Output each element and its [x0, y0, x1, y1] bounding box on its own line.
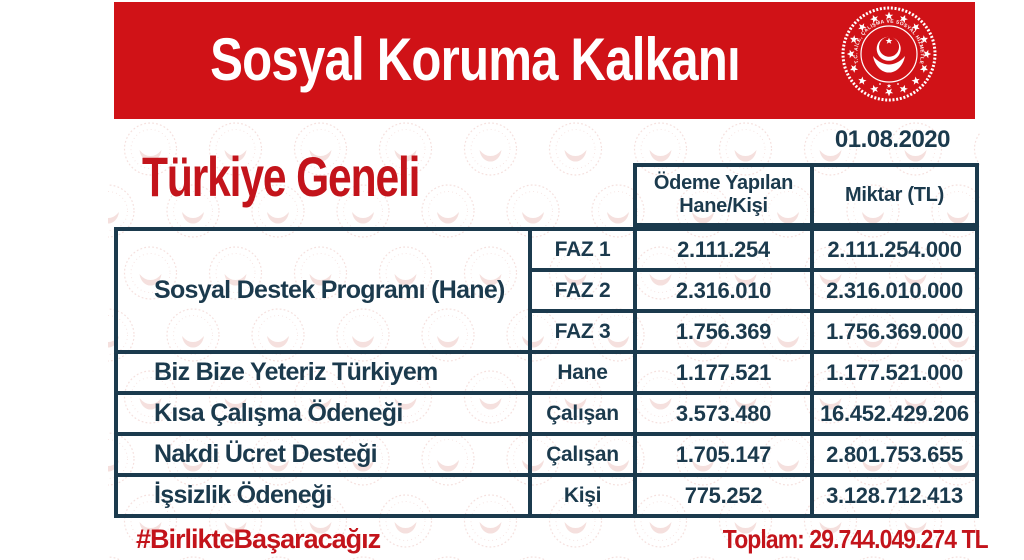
table-row: İşsizlik Ödeneği Kişi 775.252 3.128.712.… — [114, 473, 979, 518]
table-row: FAZ 2 2.316.010 2.316.010.000 — [116, 268, 979, 313]
amount-value: 1.756.369.000 — [810, 309, 979, 354]
report-date: 01.08.2020 — [834, 126, 951, 153]
row-sub-label: Çalışan — [528, 391, 637, 436]
grand-total: Toplam: 29.744.049.274 TL — [722, 524, 989, 554]
data-table: Sosyal Destek Programı (Hane) FAZ 1 2.11… — [114, 227, 979, 518]
program-name: İşsizlik Ödeneği — [114, 473, 532, 518]
row-sub-label: FAZ 2 — [528, 268, 637, 313]
campaign-hashtag: #BirlikteBaşaracağız — [136, 524, 381, 554]
table-row: FAZ 3 1.756.369 1.756.369.000 — [116, 309, 979, 354]
amount-value: 2.801.753.655 — [810, 432, 979, 477]
column-header-amount: Miktar (TL) — [810, 163, 979, 227]
program-name: Sosyal Destek Programı (Hane) — [114, 227, 532, 354]
program-name: Nakdi Ücret Desteği — [114, 432, 532, 477]
program-name: Biz Bize Yeteriz Türkiyem — [114, 350, 532, 395]
row-sub-label: Çalışan — [528, 432, 637, 477]
amount-value: 1.177.521.000 — [810, 350, 979, 395]
paid-count: 775.252 — [633, 473, 814, 518]
poster-title: Sosyal Koruma Kalkanı — [210, 25, 740, 93]
logo-rope-ring — [841, 6, 937, 102]
paid-count: 3.573.480 — [633, 391, 814, 436]
row-sub-label: FAZ 3 — [528, 309, 637, 354]
paid-count: 2.111.254 — [633, 227, 814, 272]
amount-value: 2.316.010.000 — [810, 268, 979, 313]
column-header-paid: Ödeme Yapılan Hane/Kişi — [633, 163, 814, 227]
paid-count: 2.316.010 — [633, 268, 814, 313]
paid-count: 1.177.521 — [633, 350, 814, 395]
program-name: Kısa Çalışma Ödeneği — [114, 391, 532, 436]
ministry-logo: T.C. AİLE, ÇALIŞMA VE SOSYAL HİZMETLER B… — [841, 6, 937, 102]
row-sub-label: Kişi — [528, 473, 637, 518]
table-row: Sosyal Destek Programı (Hane) FAZ 1 2.11… — [114, 227, 979, 354]
logo-inner-ring — [860, 25, 918, 83]
section-title: Türkiye Geneli — [142, 145, 420, 208]
table-header: Ödeme Yapılan Hane/Kişi Miktar (TL) — [633, 163, 979, 227]
header-banner: Sosyal Koruma Kalkanı — [114, 2, 975, 119]
paid-count: 1.756.369 — [633, 309, 814, 354]
amount-value: 16.452.429.206 — [810, 391, 979, 436]
table-row: Nakdi Ücret Desteği Çalışan 1.705.147 2.… — [114, 432, 979, 477]
paid-count: 1.705.147 — [633, 432, 814, 477]
column-header-paid-line2: Hane/Kişi — [679, 195, 768, 217]
amount-value: 3.128.712.413 — [810, 473, 979, 518]
row-sub-label: Hane — [528, 350, 637, 395]
table-row: Biz Bize Yeteriz Türkiyem Hane 1.177.521… — [114, 350, 979, 395]
row-sub-label: FAZ 1 — [528, 227, 637, 272]
table-row: Kısa Çalışma Ödeneği Çalışan 3.573.480 1… — [114, 391, 979, 436]
column-header-paid-line1: Ödeme Yapılan — [653, 172, 794, 194]
amount-value: 2.111.254.000 — [810, 227, 979, 272]
logo-crescent-and-hands — [873, 36, 905, 88]
